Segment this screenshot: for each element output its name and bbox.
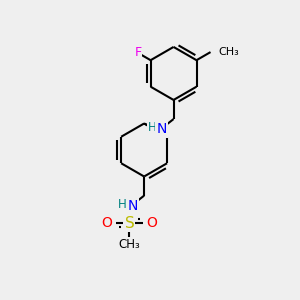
Text: CH₃: CH₃ (118, 238, 140, 251)
Text: O: O (101, 216, 112, 230)
Text: H: H (148, 122, 156, 134)
Text: F: F (134, 46, 141, 59)
Text: N: N (157, 122, 167, 136)
Text: S: S (124, 215, 134, 230)
Text: N: N (127, 199, 137, 213)
Text: O: O (147, 216, 158, 230)
Text: H: H (118, 198, 127, 211)
Text: CH₃: CH₃ (219, 47, 239, 57)
